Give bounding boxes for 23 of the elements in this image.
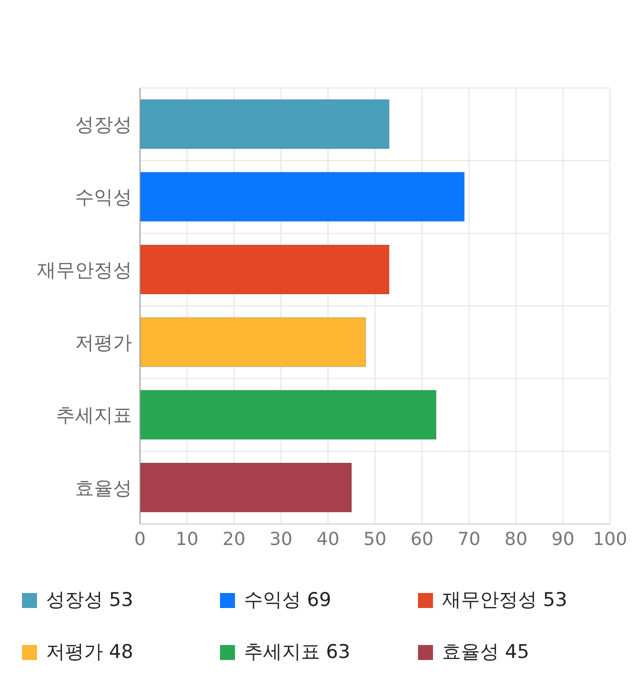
legend-label: 저평가 48 [46,640,134,665]
x-tick-label: 70 [458,528,480,550]
x-tick-label: 10 [176,528,198,550]
y-tick-label: 추세지표 [56,404,132,427]
legend-label: 효율성 45 [442,640,530,665]
x-tick-label: 0 [134,528,146,550]
x-tick-label: 30 [270,528,292,550]
legend-label: 수익성 69 [244,588,332,613]
legend-label: 성장성 53 [46,588,134,613]
x-tick-label: 100 [592,528,628,550]
x-tick-label: 50 [364,528,386,550]
x-tick-label: 40 [316,528,340,550]
y-tick-label: 재무안정성 [37,259,132,282]
x-tick-label: 80 [504,528,528,550]
x-tick-label: 90 [552,528,574,550]
y-tick-label: 수익성 [75,186,132,209]
x-tick-label: 20 [222,528,246,550]
x-tick-label: 60 [410,528,434,550]
y-tick-label: 저평가 [75,332,132,354]
y-tick-label: 성장성 [75,114,132,136]
y-tick-label: 효율성 [75,477,132,500]
legend-label: 재무안정성 53 [442,588,568,613]
legend-label: 추세지표 63 [244,640,350,665]
